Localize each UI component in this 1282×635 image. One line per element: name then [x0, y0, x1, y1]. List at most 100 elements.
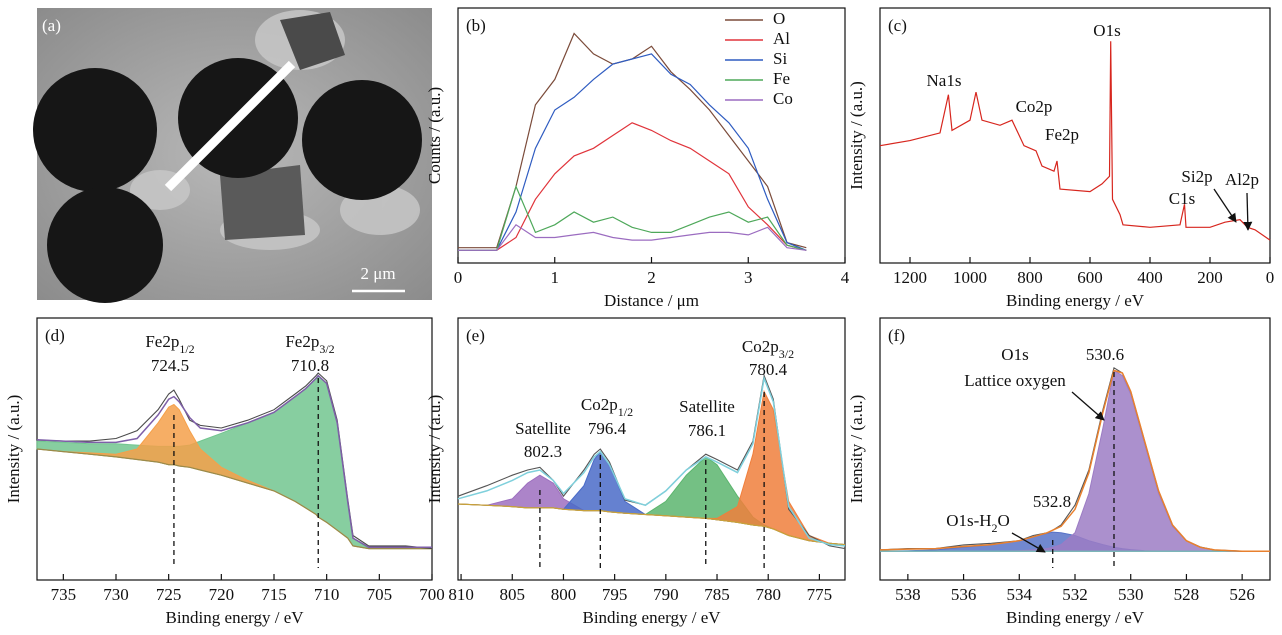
tem-image: 2 μm (a) [33, 8, 432, 303]
x-tick-label: 1000 [953, 268, 987, 287]
peak-label: Na1s [927, 71, 962, 90]
panel-label: (d) [45, 326, 65, 345]
annotation-part: O [998, 511, 1010, 530]
tem-cube [280, 12, 345, 70]
plot-frame [879, 7, 1271, 264]
x-tick-label: 0 [1266, 268, 1275, 287]
data-line [458, 53, 807, 251]
x-tick-label: 0 [454, 268, 463, 287]
x-axis-title: Distance / μm [604, 291, 699, 310]
y-axis-title: Intensity / (a.u.) [847, 395, 866, 504]
x-tick-label: 526 [1229, 585, 1255, 604]
x-tick-label: 538 [895, 585, 921, 604]
peak-label: Co2p [1016, 97, 1053, 116]
peak-position: 532.8 [1033, 492, 1071, 511]
annotation-part: O1s [1001, 345, 1028, 364]
annotation-part: O1s-H [946, 511, 991, 530]
x-axis-title: Binding energy / eV [1006, 608, 1145, 627]
x-tick-label: 810 [448, 585, 474, 604]
annotation-part: Co2p [742, 337, 779, 356]
annotation: Satellite [515, 419, 571, 438]
x-tick-label: 800 [1017, 268, 1043, 287]
fit-envelope [879, 369, 1270, 552]
x-tick-label: 785 [704, 585, 730, 604]
peak-label: C1s [1169, 189, 1195, 208]
peak-label: Fe2p [1045, 125, 1079, 144]
peak-position: 530.6 [1086, 345, 1124, 364]
legend-label: Si [773, 49, 787, 68]
subscript: 2 [992, 521, 998, 535]
annotation: O1s-H2O [946, 511, 1010, 535]
fit-envelope [36, 374, 432, 549]
legend-label: Co [773, 89, 793, 108]
annotation-part: Satellite [515, 419, 571, 438]
data-line [879, 41, 1271, 241]
subscript: 1/2 [179, 342, 194, 356]
y-axis-title: Intensity / (a.u.) [425, 395, 444, 504]
x-axis-title: Binding energy / eV [165, 608, 304, 627]
peak-position: 796.4 [588, 419, 627, 438]
data-line [458, 184, 807, 251]
background-line [457, 503, 846, 546]
tem-cube [220, 165, 305, 240]
legend-label: Fe [773, 69, 790, 88]
subscript: 1/2 [618, 405, 633, 419]
fit-component [457, 389, 846, 546]
annotation-part: Fe2p [285, 332, 319, 351]
x-tick-label: 1200 [893, 268, 927, 287]
x-tick-label: 200 [1197, 268, 1223, 287]
legend-label: Al [773, 29, 790, 48]
x-axis-title: Binding energy / eV [582, 608, 721, 627]
peak-position: 780.4 [749, 360, 788, 379]
x-tick-label: 790 [653, 585, 679, 604]
panel-label: (f) [888, 326, 905, 345]
x-tick-label: 780 [755, 585, 781, 604]
panel-label: (c) [888, 16, 907, 35]
fit-envelope [457, 375, 846, 547]
x-tick-label: 735 [51, 585, 77, 604]
fit-component [880, 369, 1270, 552]
background-line [36, 448, 432, 550]
panel-label: (a) [42, 16, 61, 35]
annotation: Fe2p3/2 [285, 332, 334, 356]
annotation-arrow [1071, 391, 1105, 421]
annotation: Satellite [679, 397, 735, 416]
x-tick-label: 795 [602, 585, 628, 604]
x-tick-label: 534 [1007, 585, 1033, 604]
y-axis-title: Intensity / (a.u.) [847, 81, 866, 190]
legend-label: O [773, 9, 785, 28]
scale-bar-label: 2 μm [360, 264, 395, 283]
annotation-part: Satellite [679, 397, 735, 416]
scan-line [164, 60, 296, 192]
x-tick-label: 600 [1077, 268, 1103, 287]
data-line [458, 32, 807, 249]
x-tick-label: 4 [841, 268, 850, 287]
annotation-arrow [1243, 192, 1253, 231]
x-tick-label: 400 [1137, 268, 1163, 287]
x-tick-label: 700 [419, 585, 445, 604]
peak-position: 786.1 [688, 421, 726, 440]
x-tick-label: 715 [261, 585, 287, 604]
x-tick-label: 3 [744, 268, 753, 287]
data-line [458, 223, 807, 251]
x-tick-label: 1 [551, 268, 560, 287]
x-tick-label: 805 [500, 585, 526, 604]
x-axis-title: Binding energy / eV [1006, 291, 1145, 310]
annotation: Fe2p1/2 [145, 332, 194, 356]
annotation-part: Lattice oxygen [964, 371, 1066, 390]
annotation-arrow [1213, 188, 1237, 223]
annotation-part: Fe2p [145, 332, 179, 351]
peak-position: 724.5 [151, 356, 189, 375]
x-tick-label: 532 [1062, 585, 1088, 604]
x-tick-label: 528 [1174, 585, 1200, 604]
peak-label: Si2p [1181, 167, 1212, 186]
x-tick-label: 725 [156, 585, 182, 604]
x-tick-label: 710 [314, 585, 340, 604]
y-axis-title: Counts / (a.u.) [425, 87, 444, 184]
x-tick-label: 530 [1118, 585, 1144, 604]
peak-position: 710.8 [291, 356, 329, 375]
x-tick-label: 705 [367, 585, 393, 604]
annotation: Lattice oxygen [964, 371, 1066, 390]
peak-label: O1s [1093, 21, 1120, 40]
